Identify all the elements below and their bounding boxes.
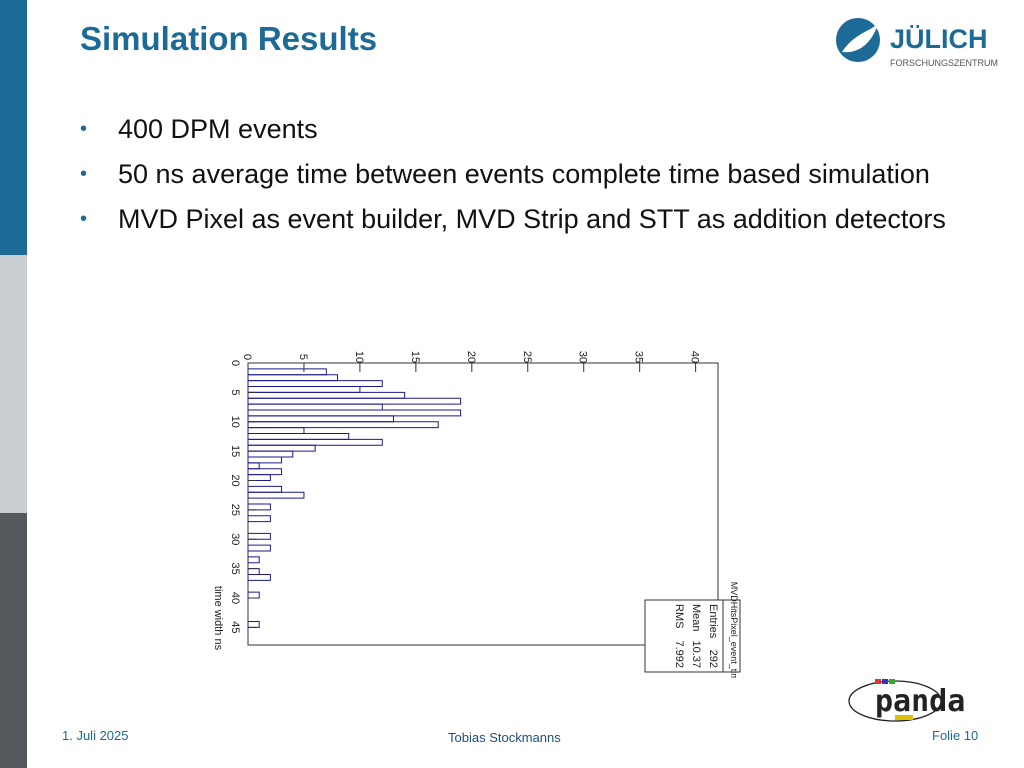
bullet-item: • 400 DPM events <box>80 110 960 148</box>
histogram-bar <box>247 474 271 481</box>
x-tick-label: 45 <box>229 621 241 633</box>
histogram-bar <box>247 386 361 393</box>
histogram-bar <box>247 415 394 423</box>
footer-page-number: Folie 10 <box>932 728 979 743</box>
histogram-bar <box>247 368 327 376</box>
histogram-bar <box>247 421 439 429</box>
bullet-icon: • <box>80 163 88 185</box>
bullet-icon: • <box>80 208 88 230</box>
histogram-bar <box>247 444 316 452</box>
histogram-bar <box>247 403 383 411</box>
slide-title: Simulation Results <box>80 20 378 57</box>
x-tick-label: 35 <box>229 563 241 575</box>
bullet-text: MVD Pixel as event builder, MVD Strip an… <box>118 204 946 234</box>
stats-row-value: 10.37 <box>690 640 702 668</box>
bullet-item: • 50 ns average time between events compl… <box>80 155 960 193</box>
histogram-bars <box>247 368 462 628</box>
histogram-bar <box>247 409 462 417</box>
stats-box-frame <box>644 599 741 673</box>
bullet-item: • MVD Pixel as event builder, MVD Strip a… <box>80 200 960 238</box>
stats-row-label: RMS <box>673 604 685 628</box>
footer-author: Tobias Stockmanns <box>448 730 561 745</box>
y-tick-label: 15 <box>409 351 421 363</box>
histogram-bar <box>247 456 283 464</box>
panda-logo-name: panda <box>875 684 965 719</box>
y-tick-label: 40 <box>689 351 701 363</box>
juelich-logo: JÜLICH FORSCHUNGSZENTRUM <box>836 18 998 68</box>
y-tick-label: 35 <box>633 351 645 363</box>
footer-date: 1. Juli 2025 <box>62 728 129 743</box>
histogram-bar <box>247 374 339 382</box>
histogram-bar <box>247 544 271 552</box>
bullet-text: 400 DPM events <box>118 114 318 144</box>
histogram-bar <box>247 427 305 434</box>
histogram-bar <box>247 515 271 523</box>
y-tick-label: 0 <box>241 354 253 360</box>
histogram-bar <box>247 380 383 387</box>
histogram-bar <box>247 491 305 499</box>
stats-row-value: 7.992 <box>673 640 685 668</box>
histogram-bar <box>247 568 260 575</box>
y-tick-label: 25 <box>521 351 533 363</box>
histogram-bar <box>247 438 383 446</box>
stats-row-label: Mean <box>690 604 702 632</box>
juelich-logo-name: JÜLICH <box>890 24 988 54</box>
side-bar-dark <box>0 513 27 768</box>
x-tick-label: 20 <box>229 474 241 486</box>
x-tick-label: 15 <box>229 445 241 457</box>
y-tick-label: 5 <box>297 354 309 360</box>
x-tick-label: 0 <box>229 360 241 366</box>
panda-logo: panda <box>848 679 965 722</box>
histogram-bar <box>247 485 283 493</box>
histogram-bar <box>247 450 294 458</box>
stats-title: MVDHitsPixel_event_times <box>729 582 739 678</box>
x-tick-label: 25 <box>229 504 241 516</box>
x-tick-label: 40 <box>229 592 241 604</box>
histogram-bar <box>247 397 462 405</box>
x-axis-label: time width ns <box>212 586 224 651</box>
histogram-bar <box>247 433 350 440</box>
side-bar-light <box>0 255 27 513</box>
juelich-logo-sub: FORSCHUNGSZENTRUM <box>890 58 998 68</box>
side-bar-blue <box>0 0 27 255</box>
bullet-text: 50 ns average time between events comple… <box>118 159 930 189</box>
x-tick-label: 30 <box>229 533 241 545</box>
x-tick-label: 5 <box>229 389 241 395</box>
stats-row-label: Entries <box>707 604 719 639</box>
y-tick-label: 30 <box>577 351 589 363</box>
stats-row-value: 292 <box>707 650 719 668</box>
histogram-bar <box>247 462 260 470</box>
histogram-bar <box>247 621 260 628</box>
histogram-bar <box>247 468 283 476</box>
histogram-bar <box>247 574 271 581</box>
stats-box: MVDHitsPixel_event_times Entries 292 Mean 10… <box>644 582 741 678</box>
y-tick-label: 20 <box>465 351 477 363</box>
histogram-bar <box>247 391 406 399</box>
bullet-list: • 400 DPM events • 50 ns average time betw… <box>80 110 960 245</box>
histogram-bar <box>247 503 271 511</box>
histogram-bar <box>247 591 260 599</box>
histogram-bar <box>247 532 271 540</box>
axis-ticks: 0 5 10 15 20 25 30 35 40 45 0 5 10 15 20 25 30 35 40 <box>229 351 701 634</box>
histogram-plot: 0 5 10 15 20 25 30 35 40 45 0 5 10 15 20 25 30 35 40 time … <box>212 351 741 678</box>
histogram-bar <box>247 556 260 564</box>
bullet-icon: • <box>80 118 88 140</box>
x-tick-label: 10 <box>229 416 241 428</box>
y-tick-label: 10 <box>353 351 365 363</box>
